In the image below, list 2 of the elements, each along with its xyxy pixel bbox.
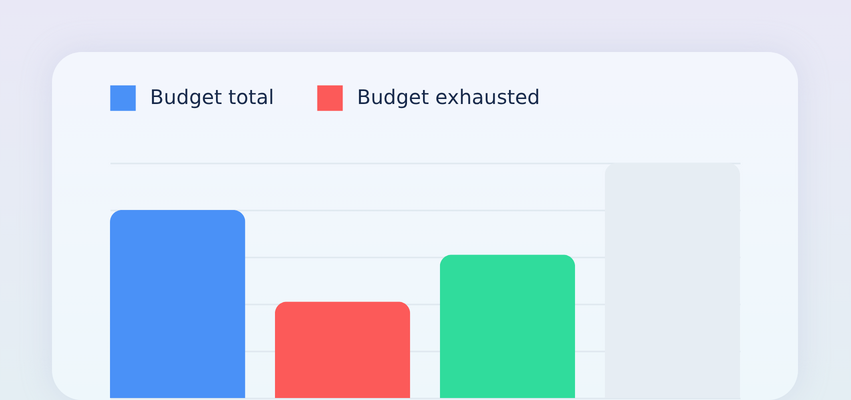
- legend-label: Budget total: [150, 85, 274, 110]
- legend-label: Budget exhausted: [357, 85, 540, 110]
